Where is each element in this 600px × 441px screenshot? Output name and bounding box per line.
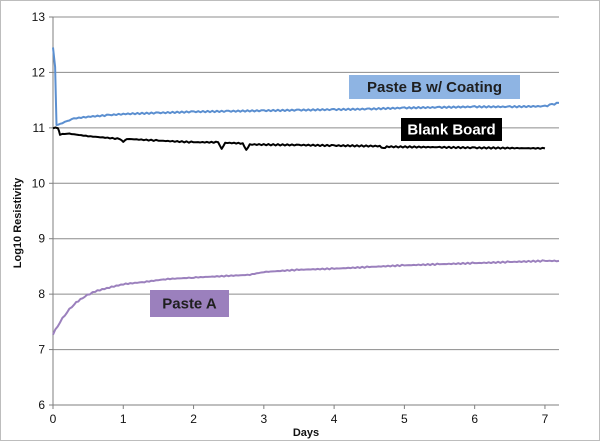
series-label-box	[401, 118, 502, 141]
y-tick-labels: 6 7 8 9 10 11 12 13	[32, 10, 46, 412]
series-lines	[52, 47, 560, 336]
axes	[49, 16, 559, 409]
series-label-box	[349, 75, 520, 99]
series-label: Blank Board	[401, 118, 502, 141]
gridlines	[53, 16, 559, 351]
x-axis-title: Days	[293, 427, 319, 439]
y-tick-label: 11	[33, 121, 46, 135]
y-tick-label: 12	[32, 65, 46, 79]
y-tick-label: 6	[38, 398, 45, 412]
series-label-text: Paste B w/ Coating	[367, 79, 502, 96]
x-tick-label: 3	[260, 412, 267, 426]
x-tick-label: 5	[401, 412, 408, 426]
x-tick-label: 6	[471, 412, 478, 426]
series-labels: Paste B w/ Coating Blank Board Paste A	[150, 75, 520, 317]
x-tick-label: 0	[50, 412, 57, 426]
series-label-text: Blank Board	[407, 122, 495, 139]
series-label-text: Paste A	[162, 296, 217, 313]
x-tick-label: 7	[542, 412, 549, 426]
y-axis-title: Log10 Resistivity	[12, 177, 24, 268]
series-label: Paste A	[150, 290, 229, 317]
y-tick-label: 9	[38, 232, 45, 246]
y-tick-label: 7	[38, 343, 45, 357]
y-tick-label: 10	[32, 176, 46, 190]
series-line	[52, 47, 560, 126]
x-tick-label: 2	[190, 412, 197, 426]
x-tick-labels: 0 1 2 3 4 5 6 7	[50, 412, 549, 426]
series-label: Paste B w/ Coating	[349, 75, 520, 99]
x-tick-label: 1	[120, 412, 127, 426]
series-line	[52, 126, 546, 151]
x-tick-label: 4	[331, 412, 338, 426]
series-label-box	[150, 290, 229, 317]
series-line	[52, 259, 560, 336]
y-tick-label: 8	[38, 287, 45, 301]
y-tick-label: 13	[32, 10, 46, 24]
